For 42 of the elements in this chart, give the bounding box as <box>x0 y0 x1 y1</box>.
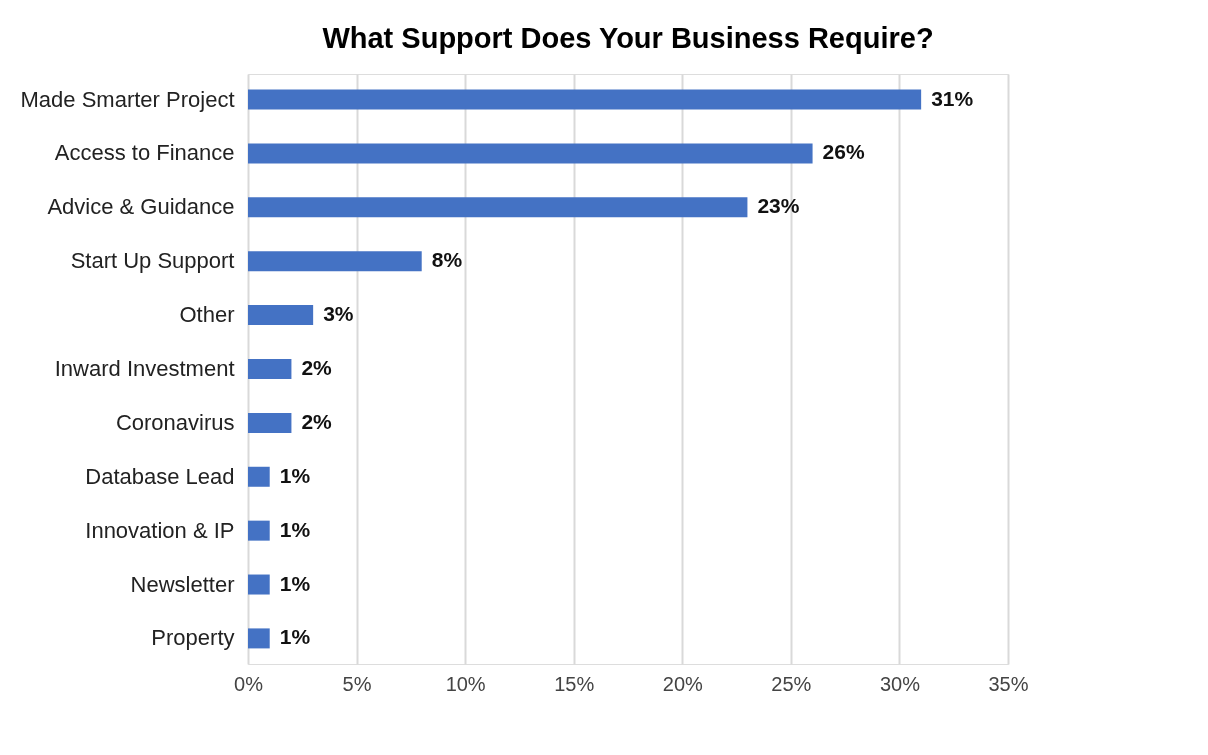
y-tick-label: Database Lead <box>85 463 235 489</box>
x-tick-label: 0% <box>234 672 264 695</box>
x-tick-label: 30% <box>879 672 921 695</box>
y-tick-label: Newsletter <box>130 571 235 597</box>
bar <box>248 89 922 110</box>
data-label: 8% <box>431 248 463 272</box>
data-label: 1% <box>279 517 311 541</box>
data-label: 1% <box>279 571 311 595</box>
bar <box>248 305 314 326</box>
x-tick-label: 10% <box>445 672 486 695</box>
bar <box>248 359 292 379</box>
bar <box>248 628 270 649</box>
y-tick-label: Start Up Support <box>70 248 235 274</box>
y-tick-label: Inward Investment <box>54 356 235 381</box>
data-label: 31% <box>931 86 974 110</box>
data-label: 26% <box>822 140 865 164</box>
data-label: 3% <box>323 302 354 326</box>
y-tick-label: Property <box>151 625 235 651</box>
bar <box>248 520 270 541</box>
bar <box>248 466 270 487</box>
x-tick-label: 20% <box>662 672 704 695</box>
y-tick-label: Advice & Guidance <box>47 194 235 220</box>
y-tick-label: Made Smarter Project <box>20 86 235 112</box>
bar <box>248 574 270 595</box>
x-tick-label: 35% <box>988 672 1029 695</box>
data-label: 2% <box>301 356 333 379</box>
x-tick-label: 5% <box>342 672 372 695</box>
bar <box>248 197 748 218</box>
y-tick-label: Access to Finance <box>54 140 235 166</box>
data-label: 2% <box>301 409 333 433</box>
y-tick-label: Coronavirus <box>115 409 235 435</box>
bar <box>248 251 422 272</box>
data-label: 23% <box>757 194 800 218</box>
data-label: 1% <box>279 463 311 487</box>
y-tick-label: Innovation & IP <box>85 517 235 543</box>
chart-title: What Support Does Your Business Require? <box>322 22 934 54</box>
y-tick-label: Other <box>179 302 235 328</box>
bar <box>248 412 292 433</box>
x-tick-label: 15% <box>554 672 595 695</box>
data-label: 1% <box>279 625 311 649</box>
bar <box>248 143 813 164</box>
x-tick-label: 25% <box>771 672 812 695</box>
